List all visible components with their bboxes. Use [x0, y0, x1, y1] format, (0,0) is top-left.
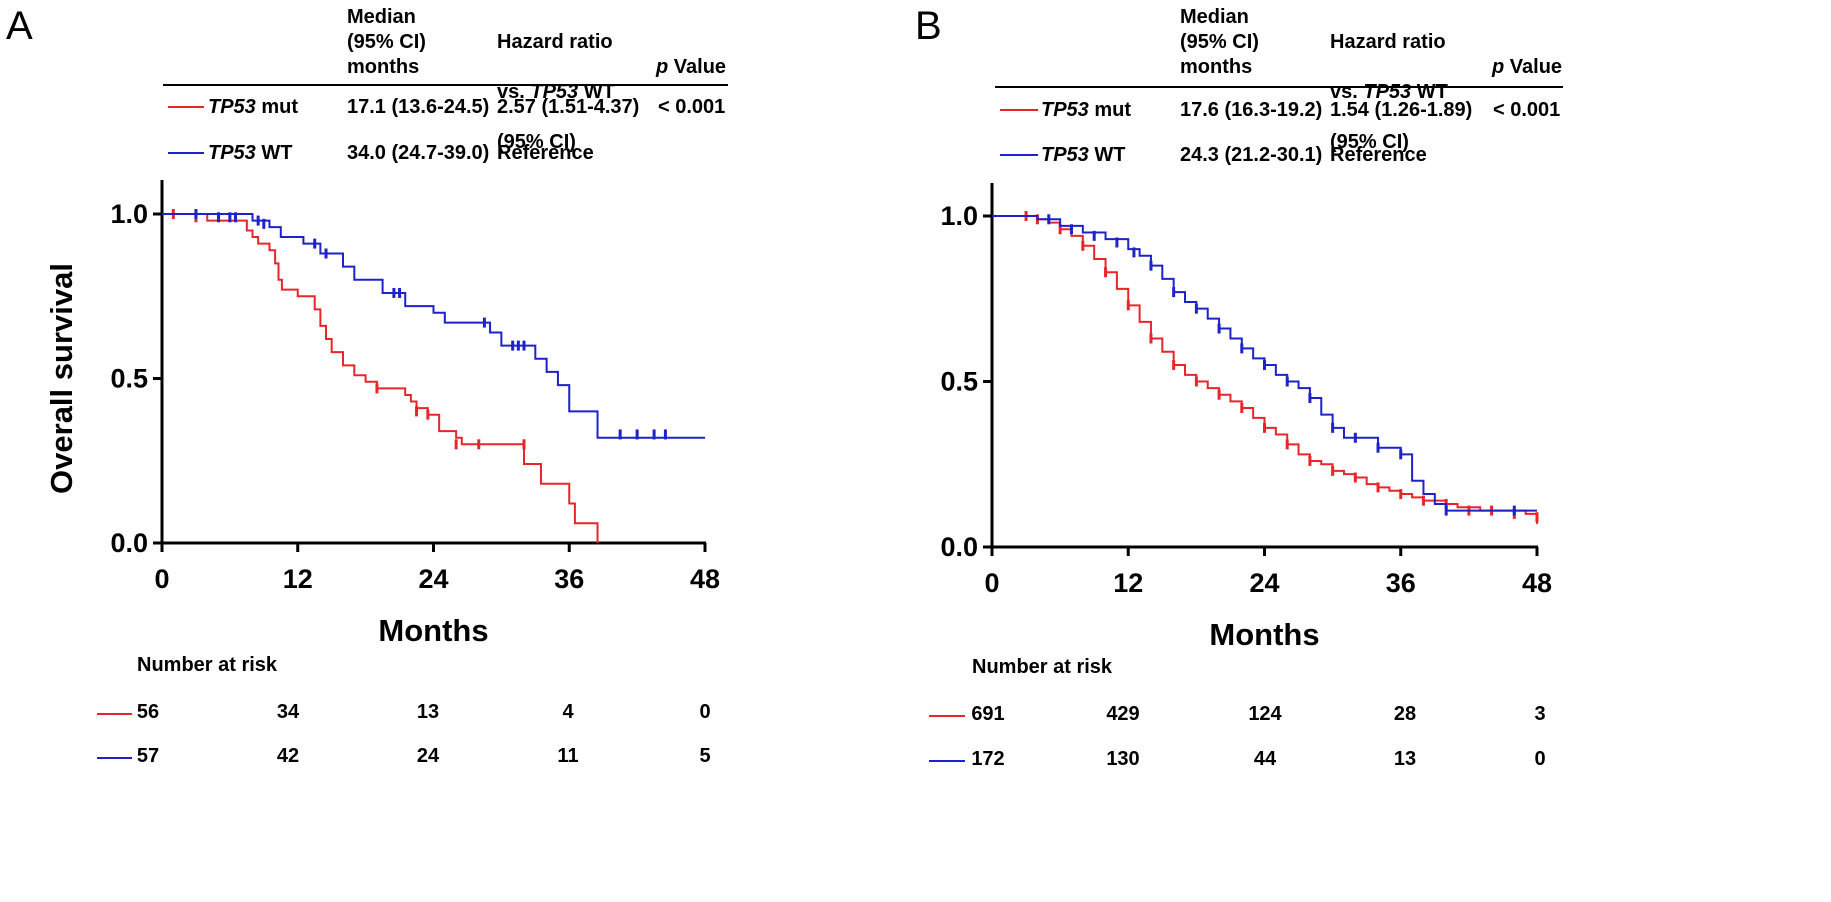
km-curve-mut [162, 213, 599, 543]
legend-line-wt [1000, 154, 1038, 156]
row-mut-hr: 2.57 (1.51-4.37) [497, 96, 640, 118]
x-tick-label: 48 [690, 564, 720, 594]
row-wt-hr: Reference [1330, 144, 1427, 166]
x-tick-label: 24 [1249, 568, 1279, 598]
p-value-header: p Value [656, 55, 726, 80]
risk-wt-48: 5 [699, 745, 711, 767]
row-wt-group: WT [255, 142, 293, 164]
row-wt-group: WT [1088, 144, 1126, 166]
row-wt-median: 34.0 (24.7-39.0) [347, 142, 490, 164]
risk-wt-0: 57 [136, 745, 160, 767]
legend-line-mut [168, 106, 204, 108]
row-wt-median: 24.3 (21.2-30.1) [1180, 144, 1323, 166]
x-tick-label: 24 [418, 564, 448, 594]
risk-mut-24: 124 [1248, 703, 1282, 725]
y-axis-label: Overall survival [44, 263, 79, 494]
median-header: Median (95% CI) months [347, 6, 426, 78]
x-tick-label: 12 [1113, 568, 1143, 598]
hazard-ratio-header: Hazard ratio vs. TP53 WT (95% CI) [497, 5, 615, 155]
y-tick-label: 1.0 [110, 199, 148, 229]
risk-wt-12: 42 [276, 745, 300, 767]
x-tick-label: 36 [1386, 568, 1416, 598]
km-curve-wt [162, 213, 705, 439]
row-mut-p: < 0.001 [1493, 99, 1561, 121]
km-curve-mut [992, 215, 1538, 524]
table-rule [163, 84, 728, 86]
risk-mut-0: 691 [971, 703, 1005, 725]
hr-header-line3: (95% CI) [1330, 131, 1409, 153]
row-mut-gene: TP53 [208, 96, 256, 118]
p-italic: p [1492, 56, 1505, 78]
x-axis-label: Months [1209, 617, 1319, 652]
p-italic: p [656, 56, 669, 78]
risk-line-mut [97, 713, 132, 715]
row-wt-gene: TP53 [1041, 144, 1089, 166]
p-rest: Value [1504, 56, 1563, 78]
risk-wt-36: 11 [557, 745, 579, 767]
median-header: Median (95% CI) months [1180, 6, 1259, 78]
risk-mut-48: 3 [1534, 703, 1546, 725]
hr-header-line2-prefix: vs. [497, 81, 531, 103]
row-mut-median: 17.6 (16.3-19.2) [1180, 99, 1323, 121]
risk-line-wt [929, 760, 965, 762]
hr-header-line1: Hazard ratio [1330, 31, 1446, 53]
risk-wt-24: 44 [1253, 748, 1277, 770]
row-mut-label: TP53 mut [208, 95, 298, 119]
x-tick-label: 0 [984, 568, 999, 598]
row-mut-label: TP53 mut [1041, 98, 1131, 122]
risk-mut-24: 13 [416, 701, 440, 723]
y-tick-label: 0.0 [110, 528, 148, 558]
risk-wt-48: 0 [1534, 748, 1546, 770]
row-mut-group: mut [255, 96, 299, 118]
legend-line-wt [168, 152, 204, 154]
p-rest: Value [668, 56, 727, 78]
risk-title: Number at risk [972, 656, 1113, 678]
x-tick-label: 0 [154, 564, 169, 594]
x-tick-label: 48 [1522, 568, 1552, 598]
row-mut-hr: 1.54 (1.26-1.89) [1330, 99, 1473, 121]
risk-mut-12: 34 [276, 701, 300, 723]
risk-title: Number at risk [137, 654, 278, 676]
risk-wt-12: 130 [1106, 748, 1140, 770]
hr-header-gene: TP53 [530, 81, 579, 103]
risk-line-mut [929, 715, 965, 717]
y-tick-label: 0.5 [940, 367, 978, 397]
row-wt-hr: Reference [497, 142, 594, 164]
panel-a: A Median (95% CI) months Hazard ratio vs… [0, 0, 915, 902]
p-value-header: p Value [1492, 55, 1562, 80]
row-mut-gene: TP53 [1041, 99, 1089, 121]
x-axis-label: Months [378, 613, 488, 648]
x-tick-label: 36 [554, 564, 584, 594]
risk-wt-0: 172 [971, 748, 1005, 770]
y-tick-label: 0.0 [940, 532, 978, 562]
x-tick-label: 12 [283, 564, 313, 594]
risk-mut-12: 429 [1106, 703, 1140, 725]
km-curve-wt [992, 215, 1537, 512]
row-wt-label: TP53 WT [1041, 143, 1125, 167]
row-mut-group: mut [1088, 99, 1132, 121]
risk-wt-36: 13 [1393, 748, 1417, 770]
y-tick-label: 0.5 [110, 364, 148, 394]
hr-header-line3: (95% CI) [497, 131, 576, 153]
row-wt-label: TP53 WT [208, 141, 292, 165]
risk-mut-36: 28 [1393, 703, 1417, 725]
row-mut-p: < 0.001 [658, 96, 726, 118]
row-wt-gene: TP53 [208, 142, 256, 164]
risk-wt-24: 24 [416, 745, 440, 767]
risk-mut-36: 4 [562, 701, 574, 723]
table-rule [995, 86, 1563, 88]
hr-header-line2-suffix: WT [578, 81, 615, 103]
risk-mut-0: 56 [136, 701, 160, 723]
km-chart-a: 0.0 0.5 1.0 0 12 24 36 48 Months Overall survival [44, 180, 720, 648]
row-mut-median: 17.1 (13.6-24.5) [347, 96, 490, 118]
panel-b: B Median (95% CI) months Hazard ratio vs… [915, 0, 1831, 902]
y-tick-label: 1.0 [940, 201, 978, 231]
risk-mut-48: 0 [699, 701, 711, 723]
hr-header-line1: Hazard ratio [497, 31, 613, 53]
panel-letter: A [6, 4, 33, 48]
legend-line-mut [1000, 109, 1038, 111]
panel-letter: B [915, 4, 942, 48]
risk-line-wt [97, 757, 132, 759]
